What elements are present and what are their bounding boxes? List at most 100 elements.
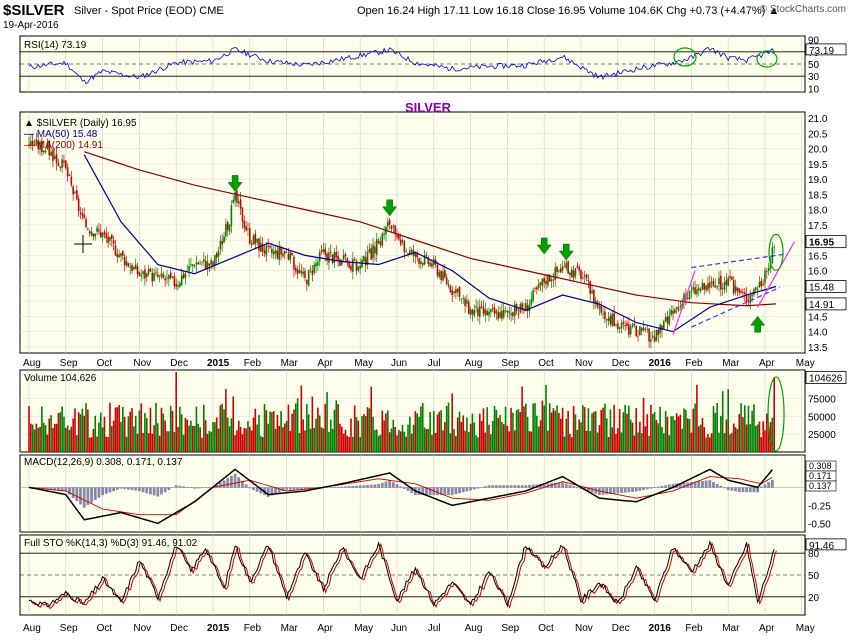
candle-body	[291, 252, 293, 255]
candle-body	[263, 250, 266, 254]
price-highlight-circle	[768, 233, 784, 271]
volume-bar	[589, 431, 591, 452]
candle-body	[727, 277, 729, 287]
volume-tick-label: 50000	[808, 412, 836, 423]
candle-body	[701, 283, 704, 290]
candle-body	[295, 268, 297, 272]
candle-body	[611, 313, 614, 326]
x-axis-label-bottom: Apr	[317, 623, 333, 634]
candle-body	[162, 274, 165, 278]
volume-bar	[291, 413, 293, 452]
candle-body	[333, 252, 336, 263]
candle-body	[339, 259, 341, 266]
macd-histogram-bar	[274, 487, 277, 494]
volume-bar	[225, 389, 227, 452]
candle-body	[536, 287, 538, 290]
candle-body	[548, 275, 551, 282]
candle-body	[368, 249, 371, 253]
candle-body	[563, 266, 566, 268]
candle-body	[617, 323, 619, 329]
x-axis-label-bottom: 2015	[207, 623, 230, 634]
volume-bar	[138, 410, 141, 452]
candle-body	[42, 150, 45, 152]
macd-histogram-bar	[737, 487, 741, 493]
volume-bar	[140, 403, 143, 452]
macd-histogram-bar	[277, 487, 281, 493]
candle-body	[675, 307, 678, 309]
macd-histogram-bar	[645, 487, 649, 490]
price-tick-label: 14.5	[808, 312, 828, 323]
x-axis-label-bottom: Mar	[281, 623, 299, 634]
candle-body	[571, 269, 573, 278]
volume-bar	[76, 435, 78, 452]
macd-histogram-bar	[57, 487, 60, 491]
macd-histogram-bar	[333, 486, 336, 488]
volume-bar	[407, 424, 409, 452]
macd-histogram-bar	[233, 473, 237, 488]
volume-bar	[363, 414, 365, 452]
candle-body	[37, 140, 39, 150]
macd-histogram-bar	[428, 487, 432, 496]
volume-bar	[357, 420, 360, 452]
candle-body	[28, 143, 30, 145]
candle-body	[63, 160, 65, 163]
candle-body	[35, 139, 38, 146]
macd-histogram-bar	[119, 487, 123, 489]
volume-bar	[447, 402, 450, 452]
candle-body	[112, 240, 115, 244]
volume-bar	[52, 427, 54, 452]
volume-bar	[613, 404, 615, 452]
volume-bar	[635, 408, 637, 452]
macd-histogram-bar	[605, 487, 609, 495]
macd-histogram-bar	[627, 487, 631, 493]
candle-body	[352, 259, 354, 272]
price-tick-label: 21.0	[808, 114, 828, 125]
macd-histogram-bar	[230, 475, 233, 488]
candle-body	[410, 249, 413, 253]
macd-histogram-bar	[767, 482, 771, 488]
volume-bar	[556, 405, 558, 452]
volume-bar	[659, 406, 661, 452]
volume-bar	[287, 404, 290, 452]
volume-bar	[749, 424, 752, 452]
candle-body	[742, 292, 744, 293]
volume-bar	[306, 404, 308, 452]
candle-body	[300, 271, 303, 274]
volume-bar	[375, 429, 378, 452]
x-axis-label-bottom: Mar	[722, 623, 740, 634]
volume-bar	[653, 411, 656, 452]
volume-bar	[412, 424, 415, 452]
volume-bar	[88, 437, 91, 452]
volume-bar	[480, 420, 483, 452]
candle-body	[140, 274, 143, 277]
volume-bar	[604, 403, 606, 452]
candle-body	[206, 261, 209, 270]
x-axis-label: Sep	[501, 358, 519, 369]
candle-body	[745, 294, 748, 303]
macd-histogram-bar	[68, 487, 71, 495]
volume-bar	[193, 426, 196, 452]
volume-bar	[421, 402, 424, 452]
candle-body	[184, 273, 187, 278]
macd-signal-line	[28, 476, 773, 516]
macd-tag-box	[805, 480, 837, 492]
volume-bar	[712, 406, 715, 452]
candle-body	[215, 253, 218, 258]
x-axis-label: Jun	[391, 358, 407, 369]
volume-bar	[68, 430, 71, 452]
volume-bar	[491, 421, 494, 452]
candle-body	[298, 269, 301, 273]
volume-bar	[537, 426, 540, 452]
volume-bar	[361, 416, 363, 452]
x-axis-label: May	[354, 358, 373, 369]
candle-body	[217, 250, 220, 257]
volume-bar	[545, 384, 547, 452]
volume-bar	[745, 424, 748, 452]
macd-histogram-bar	[763, 484, 767, 488]
volume-bar	[552, 408, 555, 452]
volume-bar	[53, 423, 56, 452]
candle-body	[197, 262, 200, 265]
volume-bar	[536, 415, 538, 452]
volume-bar	[109, 402, 111, 452]
volume-bar	[615, 433, 617, 452]
